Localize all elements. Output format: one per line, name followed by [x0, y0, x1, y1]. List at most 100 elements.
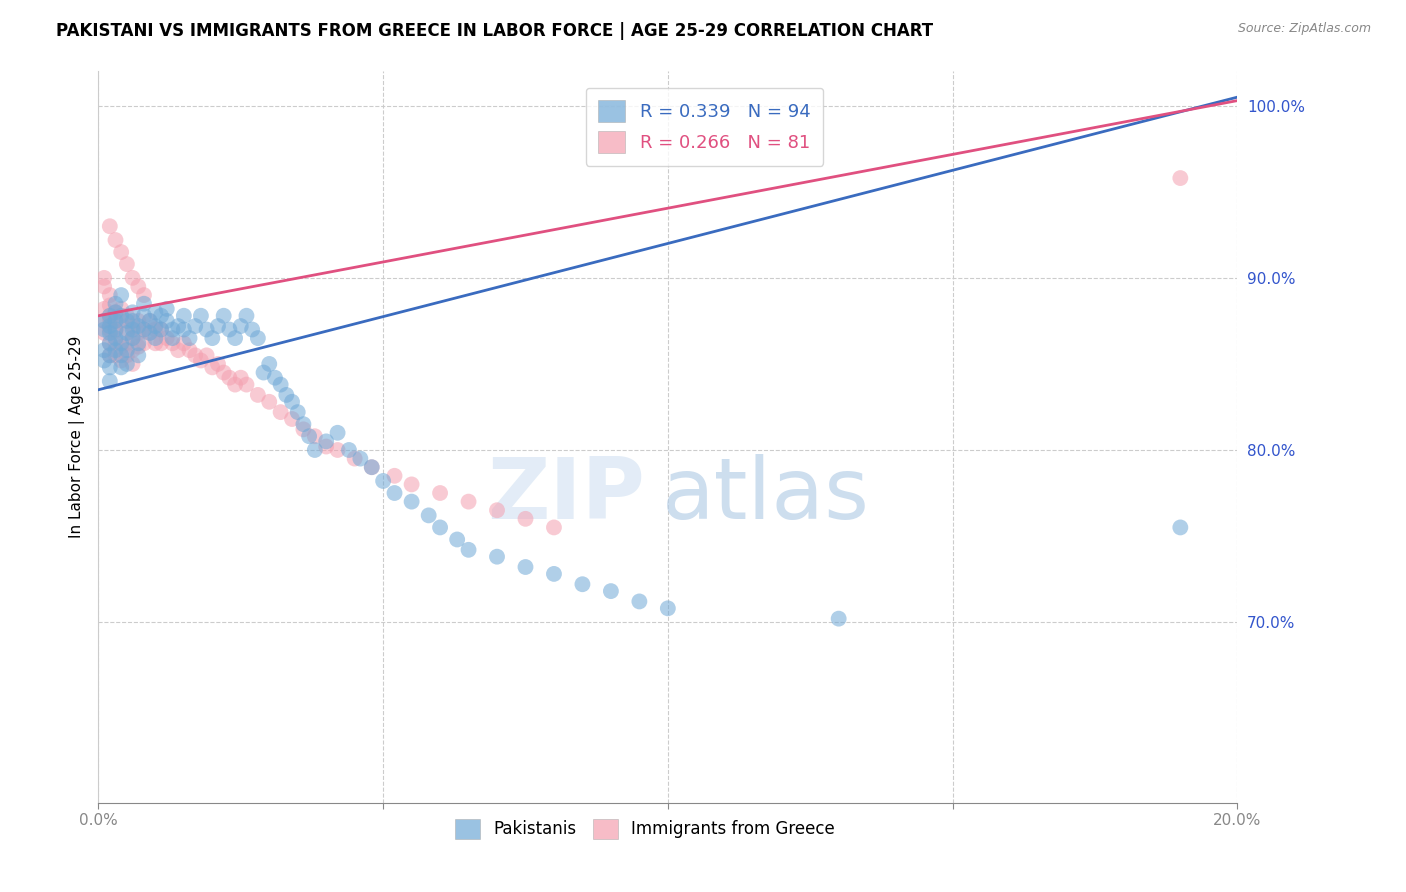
Point — [121, 331, 143, 345]
Point — [259, 394, 281, 409]
Point — [115, 357, 138, 371]
Point — [246, 331, 269, 345]
Point — [264, 370, 287, 384]
Point — [195, 348, 218, 362]
Point — [127, 340, 149, 354]
Point — [304, 429, 326, 443]
Point — [543, 566, 565, 581]
Point — [360, 460, 382, 475]
Point — [401, 477, 423, 491]
Point — [190, 353, 212, 368]
Point — [360, 460, 382, 475]
Point — [93, 271, 115, 285]
Point — [276, 388, 298, 402]
Point — [93, 301, 115, 316]
Point — [104, 233, 127, 247]
Point — [98, 312, 121, 326]
Point — [115, 322, 138, 336]
Point — [543, 520, 565, 534]
Point — [98, 336, 121, 351]
Point — [628, 594, 651, 608]
Point — [252, 366, 274, 380]
Point — [115, 326, 138, 340]
Point — [486, 549, 509, 564]
Point — [104, 314, 127, 328]
Point — [486, 503, 509, 517]
Point — [162, 336, 184, 351]
Point — [104, 314, 127, 328]
Point — [104, 322, 127, 336]
Point — [93, 353, 115, 368]
Point — [110, 336, 132, 351]
Point — [121, 271, 143, 285]
Point — [270, 377, 292, 392]
Point — [429, 520, 451, 534]
Point — [121, 322, 143, 336]
Point — [110, 353, 132, 368]
Point — [110, 301, 132, 316]
Point — [515, 512, 537, 526]
Point — [110, 314, 132, 328]
Point — [218, 370, 240, 384]
Point — [98, 309, 121, 323]
Point — [98, 298, 121, 312]
Point — [315, 440, 337, 454]
Point — [457, 494, 479, 508]
Point — [93, 314, 115, 328]
Point — [150, 322, 173, 336]
Point — [138, 326, 160, 340]
Point — [121, 343, 143, 358]
Point — [224, 331, 246, 345]
Point — [207, 319, 229, 334]
Point — [115, 343, 138, 358]
Point — [457, 542, 479, 557]
Point — [98, 288, 121, 302]
Point — [224, 377, 246, 392]
Point — [127, 336, 149, 351]
Text: PAKISTANI VS IMMIGRANTS FROM GREECE IN LABOR FORCE | AGE 25-29 CORRELATION CHART: PAKISTANI VS IMMIGRANTS FROM GREECE IN L… — [56, 22, 934, 40]
Point — [138, 314, 160, 328]
Point — [104, 343, 127, 358]
Point — [127, 319, 149, 334]
Point — [121, 305, 143, 319]
Point — [104, 305, 127, 319]
Point — [98, 336, 121, 351]
Point — [121, 331, 143, 345]
Point — [93, 326, 115, 340]
Point — [270, 405, 292, 419]
Point — [195, 322, 218, 336]
Point — [446, 533, 468, 547]
Point — [401, 494, 423, 508]
Point — [150, 322, 173, 336]
Point — [304, 442, 326, 457]
Point — [132, 322, 155, 336]
Point — [145, 336, 167, 351]
Point — [127, 279, 149, 293]
Point — [173, 309, 195, 323]
Point — [326, 442, 349, 457]
Point — [179, 331, 201, 345]
Point — [1170, 171, 1192, 186]
Point — [292, 417, 315, 432]
Point — [229, 370, 252, 384]
Point — [515, 560, 537, 574]
Point — [201, 331, 224, 345]
Point — [384, 468, 406, 483]
Point — [98, 219, 121, 234]
Point — [104, 348, 127, 362]
Point — [93, 279, 115, 293]
Point — [121, 314, 143, 328]
Point — [162, 322, 184, 336]
Point — [98, 319, 121, 334]
Point — [93, 314, 115, 328]
Point — [235, 309, 257, 323]
Point — [657, 601, 679, 615]
Point — [145, 322, 167, 336]
Point — [110, 288, 132, 302]
Text: Source: ZipAtlas.com: Source: ZipAtlas.com — [1237, 22, 1371, 36]
Point — [98, 348, 121, 362]
Point — [115, 348, 138, 362]
Point — [207, 357, 229, 371]
Point — [218, 322, 240, 336]
Point — [138, 314, 160, 328]
